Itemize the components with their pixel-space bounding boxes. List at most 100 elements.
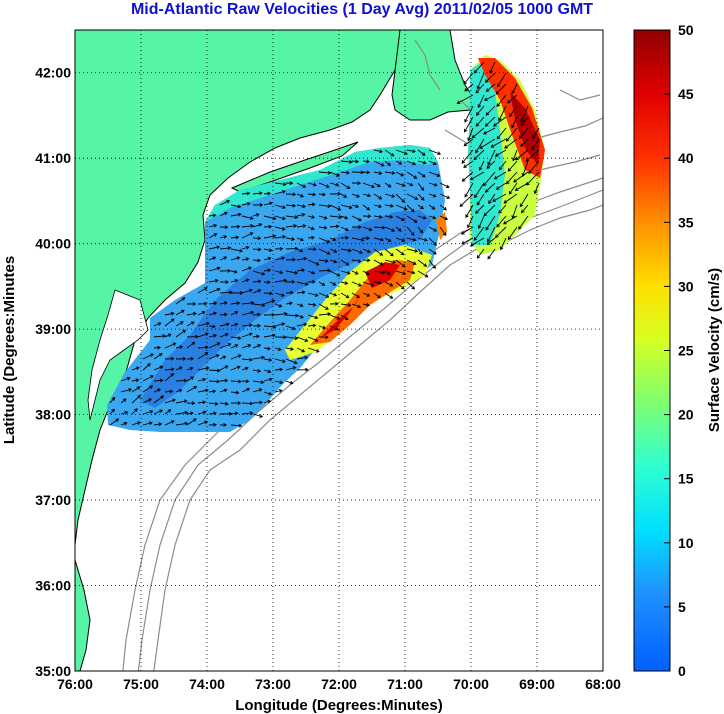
velocity-arrow bbox=[340, 160, 352, 163]
velocity-arrow-head bbox=[159, 378, 164, 383]
velocity-arrow bbox=[230, 323, 238, 327]
velocity-arrow-head bbox=[326, 251, 331, 255]
velocity-arrow-head bbox=[378, 204, 383, 209]
velocity-arrow bbox=[329, 225, 339, 228]
velocity-arrow bbox=[329, 204, 341, 211]
velocity-arrow-head bbox=[137, 421, 141, 425]
velocity-arrow bbox=[241, 311, 254, 316]
x-tick-label: 74:00 bbox=[189, 676, 225, 692]
velocity-arrow-head bbox=[248, 266, 252, 271]
velocity-arrow-head bbox=[238, 379, 242, 384]
velocity-arrow bbox=[507, 94, 518, 104]
velocity-arrow bbox=[461, 149, 474, 164]
velocity-arrow-head bbox=[402, 271, 407, 276]
colorbar-tick-label: 25 bbox=[678, 343, 694, 359]
velocity-arrow bbox=[512, 149, 518, 161]
velocity-arrow bbox=[384, 160, 391, 166]
velocity-arrow bbox=[219, 402, 228, 405]
velocity-arrow bbox=[406, 182, 413, 186]
velocity-arrow bbox=[285, 314, 298, 317]
velocity-arrow-head bbox=[215, 354, 220, 358]
velocity-arrow-head bbox=[302, 204, 306, 209]
velocity-arrow-head bbox=[234, 311, 239, 315]
velocity-arrow-head bbox=[239, 248, 243, 253]
velocity-arrow-head bbox=[473, 69, 478, 74]
velocity-arrow bbox=[274, 292, 285, 297]
velocity-arrow-head bbox=[367, 193, 371, 198]
velocity-arrow-head bbox=[346, 270, 351, 275]
velocity-arrow-head bbox=[238, 423, 243, 428]
velocity-arrow bbox=[164, 420, 175, 426]
velocity-arrow bbox=[395, 270, 406, 275]
velocity-arrow-head bbox=[456, 100, 461, 104]
velocity-arrow bbox=[252, 388, 262, 393]
velocity-arrow-head bbox=[477, 225, 482, 229]
velocity-arrow bbox=[465, 204, 474, 218]
velocity-arrow-head bbox=[325, 184, 330, 188]
velocity-arrow-head bbox=[502, 220, 507, 225]
velocity-arrow bbox=[495, 226, 507, 238]
velocity-arrow-head bbox=[178, 388, 183, 393]
velocity-arrow bbox=[241, 388, 250, 393]
velocity-arrow-head bbox=[487, 161, 491, 166]
velocity-arrow-head bbox=[192, 418, 197, 422]
velocity-arrow bbox=[285, 215, 298, 218]
velocity-arrow bbox=[417, 171, 426, 178]
velocity-arrow bbox=[241, 258, 249, 261]
velocity-arrow bbox=[373, 248, 383, 256]
velocity-arrow-head bbox=[336, 273, 341, 277]
velocity-arrow bbox=[373, 171, 382, 174]
velocity-arrow bbox=[186, 412, 193, 415]
velocity-arrow bbox=[395, 149, 408, 155]
velocity-arrow-head bbox=[267, 268, 272, 273]
velocity-arrow bbox=[474, 182, 485, 198]
velocity-arrow-head bbox=[496, 135, 501, 140]
bay-water bbox=[87, 289, 149, 421]
velocity-arrow bbox=[307, 314, 318, 319]
velocity-arrow-head bbox=[281, 322, 286, 327]
velocity-arrow-head bbox=[272, 324, 277, 329]
velocity-arrow-head bbox=[279, 270, 284, 275]
velocity-arrow-head bbox=[366, 206, 371, 211]
velocity-arrow-head bbox=[315, 349, 320, 353]
velocity-arrow bbox=[241, 202, 250, 206]
velocity-arrow bbox=[307, 324, 316, 327]
y-tick-label: 39:00 bbox=[35, 321, 71, 337]
velocity-arrow bbox=[120, 398, 127, 404]
velocity-arrow bbox=[464, 116, 474, 133]
velocity-arrow bbox=[274, 257, 285, 261]
velocity-arrow-head bbox=[358, 283, 362, 287]
velocity-arrow bbox=[518, 215, 529, 230]
velocity-arrow bbox=[340, 259, 349, 266]
velocity-arrow-head bbox=[525, 181, 530, 186]
velocity-arrow-head bbox=[245, 245, 250, 250]
velocity-arrow-head bbox=[464, 118, 468, 123]
velocity-arrow-head bbox=[314, 338, 319, 342]
velocity-arrow bbox=[285, 237, 295, 240]
velocity-arrow-head bbox=[193, 311, 197, 316]
velocity-arrow bbox=[475, 204, 485, 214]
colorbar-tick-label: 40 bbox=[678, 150, 694, 166]
velocity-arrow bbox=[208, 256, 216, 261]
velocity-arrow-head bbox=[476, 85, 481, 90]
velocity-arrow-head bbox=[322, 325, 327, 330]
velocity-arrow bbox=[395, 193, 405, 203]
velocity-arrow-head bbox=[258, 223, 263, 227]
y-tick-label: 41:00 bbox=[35, 150, 71, 166]
velocity-arrow-head bbox=[204, 420, 209, 425]
velocity-arrow bbox=[439, 204, 447, 211]
velocity-arrow-head bbox=[366, 258, 371, 263]
velocity-arrow bbox=[153, 335, 166, 338]
velocity-arrow-head bbox=[228, 290, 233, 295]
velocity-arrow bbox=[496, 127, 507, 140]
velocity-arrow-head bbox=[412, 161, 417, 166]
velocity-arrow-head bbox=[312, 302, 317, 307]
velocity-arrow bbox=[417, 270, 429, 278]
velocity-arrow bbox=[285, 225, 297, 228]
velocity-arrow-head bbox=[432, 215, 437, 220]
velocity-arrow bbox=[274, 303, 282, 307]
map-title: Mid-Atlantic Raw Velocities (1 Day Avg) … bbox=[130, 1, 594, 18]
velocity-arrow-head bbox=[433, 242, 437, 246]
velocity-arrow bbox=[263, 334, 276, 338]
velocity-arrow-head bbox=[203, 287, 208, 291]
